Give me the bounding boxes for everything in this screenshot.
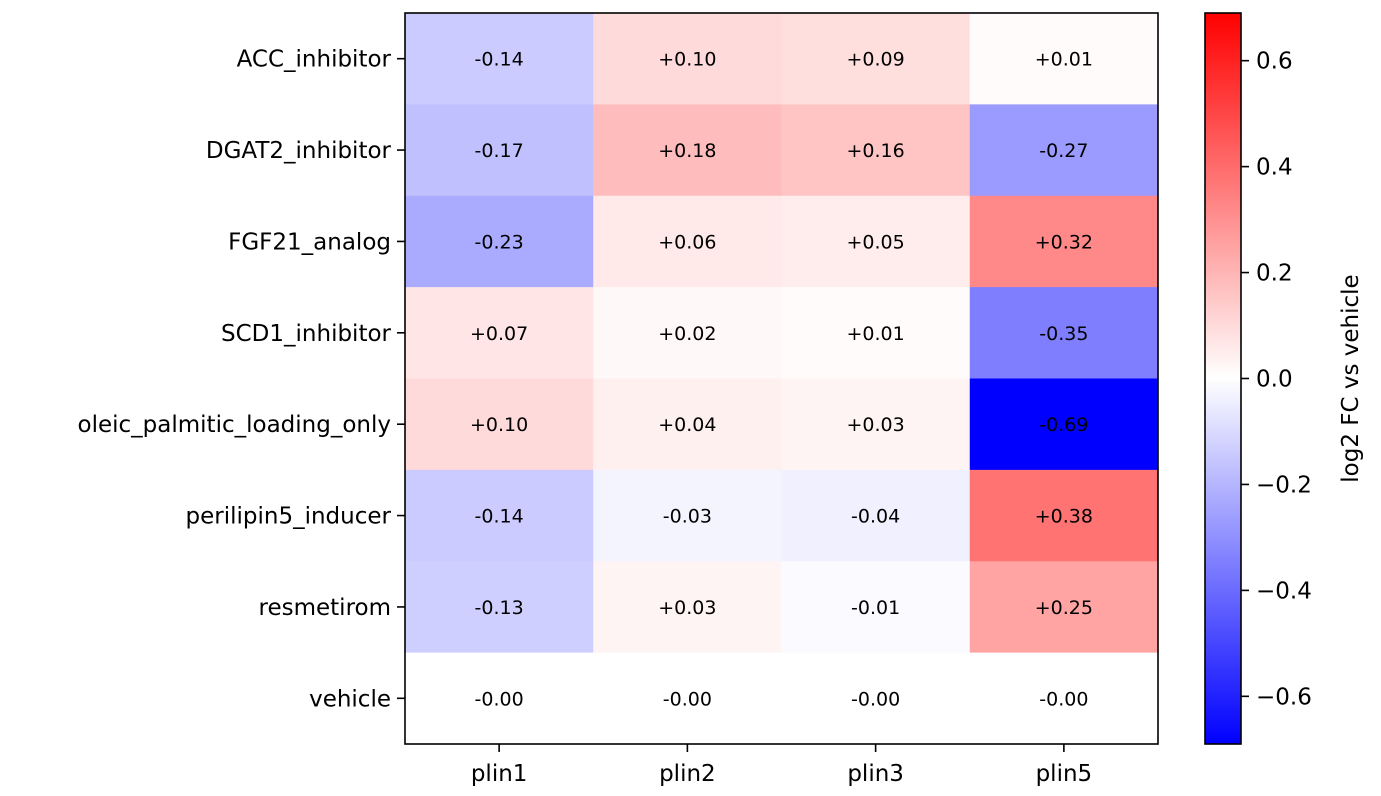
heatmap-cell: [405, 104, 594, 197]
heatmap-cell: [405, 561, 594, 654]
heatmap-cell: [781, 378, 971, 471]
cell-value-label: -0.69: [1039, 414, 1088, 436]
heatmap-cell: [781, 104, 971, 197]
heatmap-cell: [781, 287, 971, 379]
cell-value-label: -0.00: [475, 688, 524, 710]
cell-value-label: +0.07: [470, 323, 528, 345]
colorbar-tick-label: 0.6: [1256, 49, 1293, 75]
cell-value-label: +0.09: [847, 49, 905, 71]
cell-value-label: +0.03: [658, 597, 716, 619]
heatmap-cell: [969, 469, 1159, 562]
colorbar: 0.6 0.4 0.2 0.0 −0.2 −0.4 −0.6 log2 FC vs vehi…: [1204, 12, 1364, 745]
heatmap-cell: [969, 287, 1159, 379]
heatmap-cell: [405, 195, 594, 288]
colorbar-tick-label: −0.2: [1256, 472, 1312, 498]
cell-value-label: -0.35: [1039, 323, 1088, 345]
cell-value-label: +0.10: [658, 49, 716, 71]
y-tick-label: resmetirom: [259, 595, 391, 621]
heatmap-cell-labels: -0.14 +0.10 +0.09 +0.01 -0.17 +0.18 +0.16 -0.27…: [470, 49, 1093, 711]
y-tick-label: ACC_inhibitor: [237, 47, 392, 73]
heatmap-cell: [593, 195, 782, 288]
cell-value-label: -0.14: [475, 506, 524, 528]
cell-value-label: +0.05: [847, 231, 905, 253]
colorbar-ticks: 0.6 0.4 0.2 0.0 −0.2 −0.4 −0.6: [1241, 49, 1312, 710]
cell-value-label: +0.03: [847, 414, 905, 436]
cell-value-label: -0.27: [1039, 140, 1088, 162]
cell-value-label: +0.18: [658, 140, 716, 162]
heatmap-cell: [405, 378, 594, 471]
cell-value-label: -0.13: [475, 597, 524, 619]
heatmap-cell: [969, 13, 1159, 105]
cell-value-label: +0.38: [1035, 506, 1093, 528]
cell-value-label: +0.01: [1035, 49, 1093, 71]
cell-value-label: -0.14: [475, 49, 524, 71]
heatmap-cell: [405, 13, 594, 105]
heatmap-cell: [405, 469, 594, 562]
colorbar-tick-label: −0.6: [1256, 684, 1312, 710]
cell-value-label: -0.00: [663, 688, 712, 710]
heatmap-cell: [781, 469, 971, 562]
heatmap-cell: [781, 652, 971, 745]
heatmap-cell: [593, 652, 782, 745]
cell-value-label: +0.16: [847, 140, 905, 162]
x-tick-label: plin1: [471, 761, 528, 787]
cell-value-label: +0.02: [658, 323, 716, 345]
cell-value-label: -0.01: [851, 597, 900, 619]
heatmap-cell: [593, 104, 782, 197]
y-tick-label: FGF21_analog: [228, 229, 391, 255]
cell-value-label: -0.00: [851, 688, 900, 710]
heatmap-cell: [405, 287, 594, 379]
cell-value-label: +0.01: [847, 323, 905, 345]
heatmap-cell: [593, 287, 782, 379]
colorbar-label: log2 FC vs vehicle: [1338, 274, 1364, 482]
heatmap-cell: [969, 195, 1159, 288]
cell-value-label: -0.00: [1039, 688, 1088, 710]
heatmap-cell: [969, 561, 1159, 654]
heatmap-cell: [593, 469, 782, 562]
cell-value-label: +0.10: [470, 414, 528, 436]
y-tick-label: vehicle: [309, 686, 391, 712]
heatmap-cell: [969, 652, 1159, 745]
heatmap-cell: [969, 378, 1159, 471]
x-tick-label: plin2: [659, 761, 716, 787]
heatmap-cell: [593, 561, 782, 654]
x-tick-label: plin5: [1036, 761, 1093, 787]
heatmap-cell: [781, 13, 971, 105]
heatmap-cell: [593, 13, 782, 105]
y-tick-label: DGAT2_inhibitor: [206, 138, 392, 164]
heatmap-cell: [593, 378, 782, 471]
cell-value-label: +0.25: [1035, 597, 1093, 619]
colorbar-tick-label: 0.2: [1256, 261, 1293, 287]
x-axis: plin1 plin2 plin3 plin5: [471, 744, 1092, 787]
heatmap-cell: [781, 195, 971, 288]
cell-value-label: -0.03: [663, 506, 712, 528]
colorbar-tick-label: 0.0: [1256, 367, 1293, 393]
cell-value-label: -0.23: [475, 231, 524, 253]
y-axis: ACC_inhibitor DGAT2_inhibitor FGF21_analog…: [78, 47, 405, 712]
cell-value-label: +0.04: [658, 414, 716, 436]
x-tick-label: plin3: [847, 761, 904, 787]
cell-value-label: -0.04: [851, 506, 900, 528]
colorbar-tick-label: −0.4: [1256, 578, 1312, 604]
y-tick-label: SCD1_inhibitor: [221, 321, 392, 347]
colorbar-gradient: [1204, 12, 1242, 745]
cell-value-label: +0.32: [1035, 231, 1093, 253]
y-tick-label: oleic_palmitic_loading_only: [78, 412, 391, 438]
heatmap-cell: [781, 561, 971, 654]
colorbar-tick-label: 0.4: [1256, 155, 1293, 181]
heatmap-cells: [405, 13, 1159, 745]
cell-value-label: +0.06: [658, 231, 716, 253]
heatmap-cell: [405, 652, 594, 745]
heatmap-cell: [969, 104, 1159, 197]
y-tick-label: perilipin5_inducer: [186, 504, 392, 530]
plot-frame: [404, 12, 1159, 745]
cell-value-label: -0.17: [475, 140, 524, 162]
